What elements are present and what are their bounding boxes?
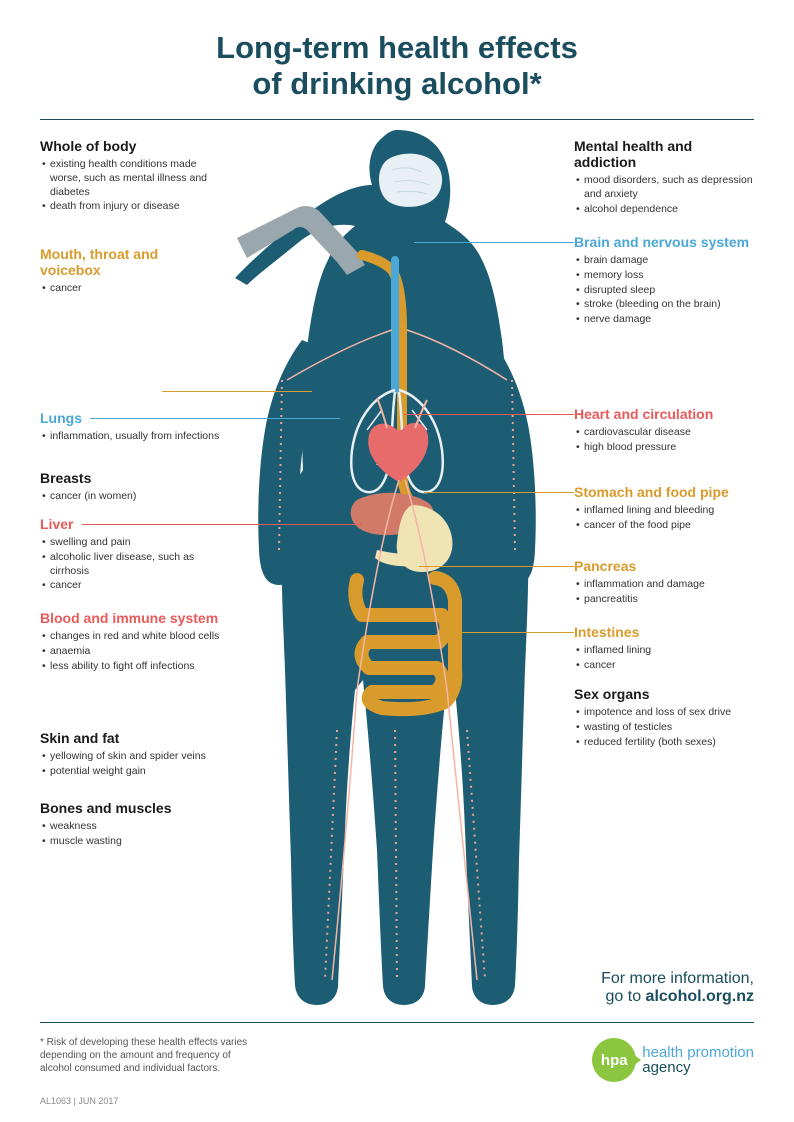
title-line-2: of drinking alcohol* (252, 66, 541, 101)
body-diagram-area: Whole of body existing health conditions… (40, 130, 754, 1010)
section-title: Skin and fat (40, 730, 220, 746)
section-brain: Brain and nervous system brain damage me… (574, 234, 754, 327)
hpa-logo: hpa health promotion agency (592, 1038, 754, 1082)
footer-url: alcohol.org.nz (646, 988, 754, 1005)
section-skin-fat: Skin and fat yellowing of skin and spide… (40, 730, 220, 779)
section-title: Brain and nervous system (574, 234, 754, 250)
section-title: Bones and muscles (40, 800, 220, 816)
footer-info: For more information, go to alcohol.org.… (601, 970, 754, 1006)
section-mouth: Mouth, throat and voicebox cancer (40, 246, 220, 297)
callout-line (404, 414, 574, 415)
callout-line (419, 566, 574, 567)
hpa-badge-icon: hpa (592, 1038, 636, 1082)
footer-line2: go to alcohol.org.nz (601, 988, 754, 1006)
section-bullets: existing health conditions made worse, s… (40, 158, 220, 214)
section-title: Intestines (574, 624, 754, 640)
callout-line (414, 242, 574, 243)
title-line-1: Long-term health effects (216, 30, 578, 65)
section-whole-body: Whole of body existing health conditions… (40, 138, 220, 215)
section-pancreas: Pancreas inflammation and damage pancrea… (574, 558, 754, 607)
section-stomach: Stomach and food pipe inflamed lining an… (574, 484, 754, 533)
divider-bottom (40, 1022, 754, 1023)
section-breasts: Breasts cancer (in women) (40, 470, 220, 505)
infographic-page: Long-term health effects of drinking alc… (0, 0, 794, 1122)
callout-line (82, 524, 362, 525)
section-title: Breasts (40, 470, 220, 486)
section-title: Heart and circulation (574, 406, 754, 422)
disclaimer-text: * Risk of developing these health effect… (40, 1036, 260, 1075)
section-title: Mental health and addiction (574, 138, 754, 170)
page-title: Long-term health effects of drinking alc… (40, 30, 754, 101)
section-title: Whole of body (40, 138, 220, 154)
document-code: AL1063 | JUN 2017 (40, 1096, 118, 1106)
divider-top (40, 119, 754, 120)
brain-icon (379, 154, 442, 207)
section-title: Sex organs (574, 686, 754, 702)
section-title: Blood and immune system (40, 610, 220, 626)
section-heart: Heart and circulation cardiovascular dis… (574, 406, 754, 455)
section-title: Mouth, throat and voicebox (40, 246, 220, 278)
section-blood-immune: Blood and immune system changes in red a… (40, 610, 220, 674)
hpa-logo-text: health promotion agency (642, 1045, 754, 1075)
callout-line (90, 418, 340, 419)
body-silhouette-icon (227, 130, 567, 1005)
callout-line (424, 492, 574, 493)
section-title: Stomach and food pipe (574, 484, 754, 500)
section-title: Pancreas (574, 558, 754, 574)
section-mental: Mental health and addiction mood disorde… (574, 138, 754, 217)
section-intestines: Intestines inflamed lining cancer (574, 624, 754, 673)
callout-line (162, 391, 312, 392)
section-sex-organs: Sex organs impotence and loss of sex dri… (574, 686, 754, 750)
section-lungs: Lungs inflammation, usually from infecti… (40, 410, 220, 445)
callout-line (444, 632, 574, 633)
section-bones: Bones and muscles weakness muscle wastin… (40, 800, 220, 849)
footer-line1: For more information, (601, 970, 754, 988)
section-liver: Liver swelling and pain alcoholic liver … (40, 516, 220, 594)
